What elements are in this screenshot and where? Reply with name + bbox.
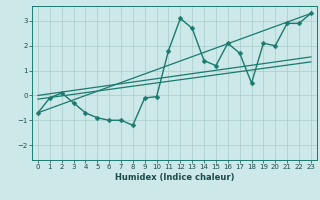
X-axis label: Humidex (Indice chaleur): Humidex (Indice chaleur)	[115, 173, 234, 182]
